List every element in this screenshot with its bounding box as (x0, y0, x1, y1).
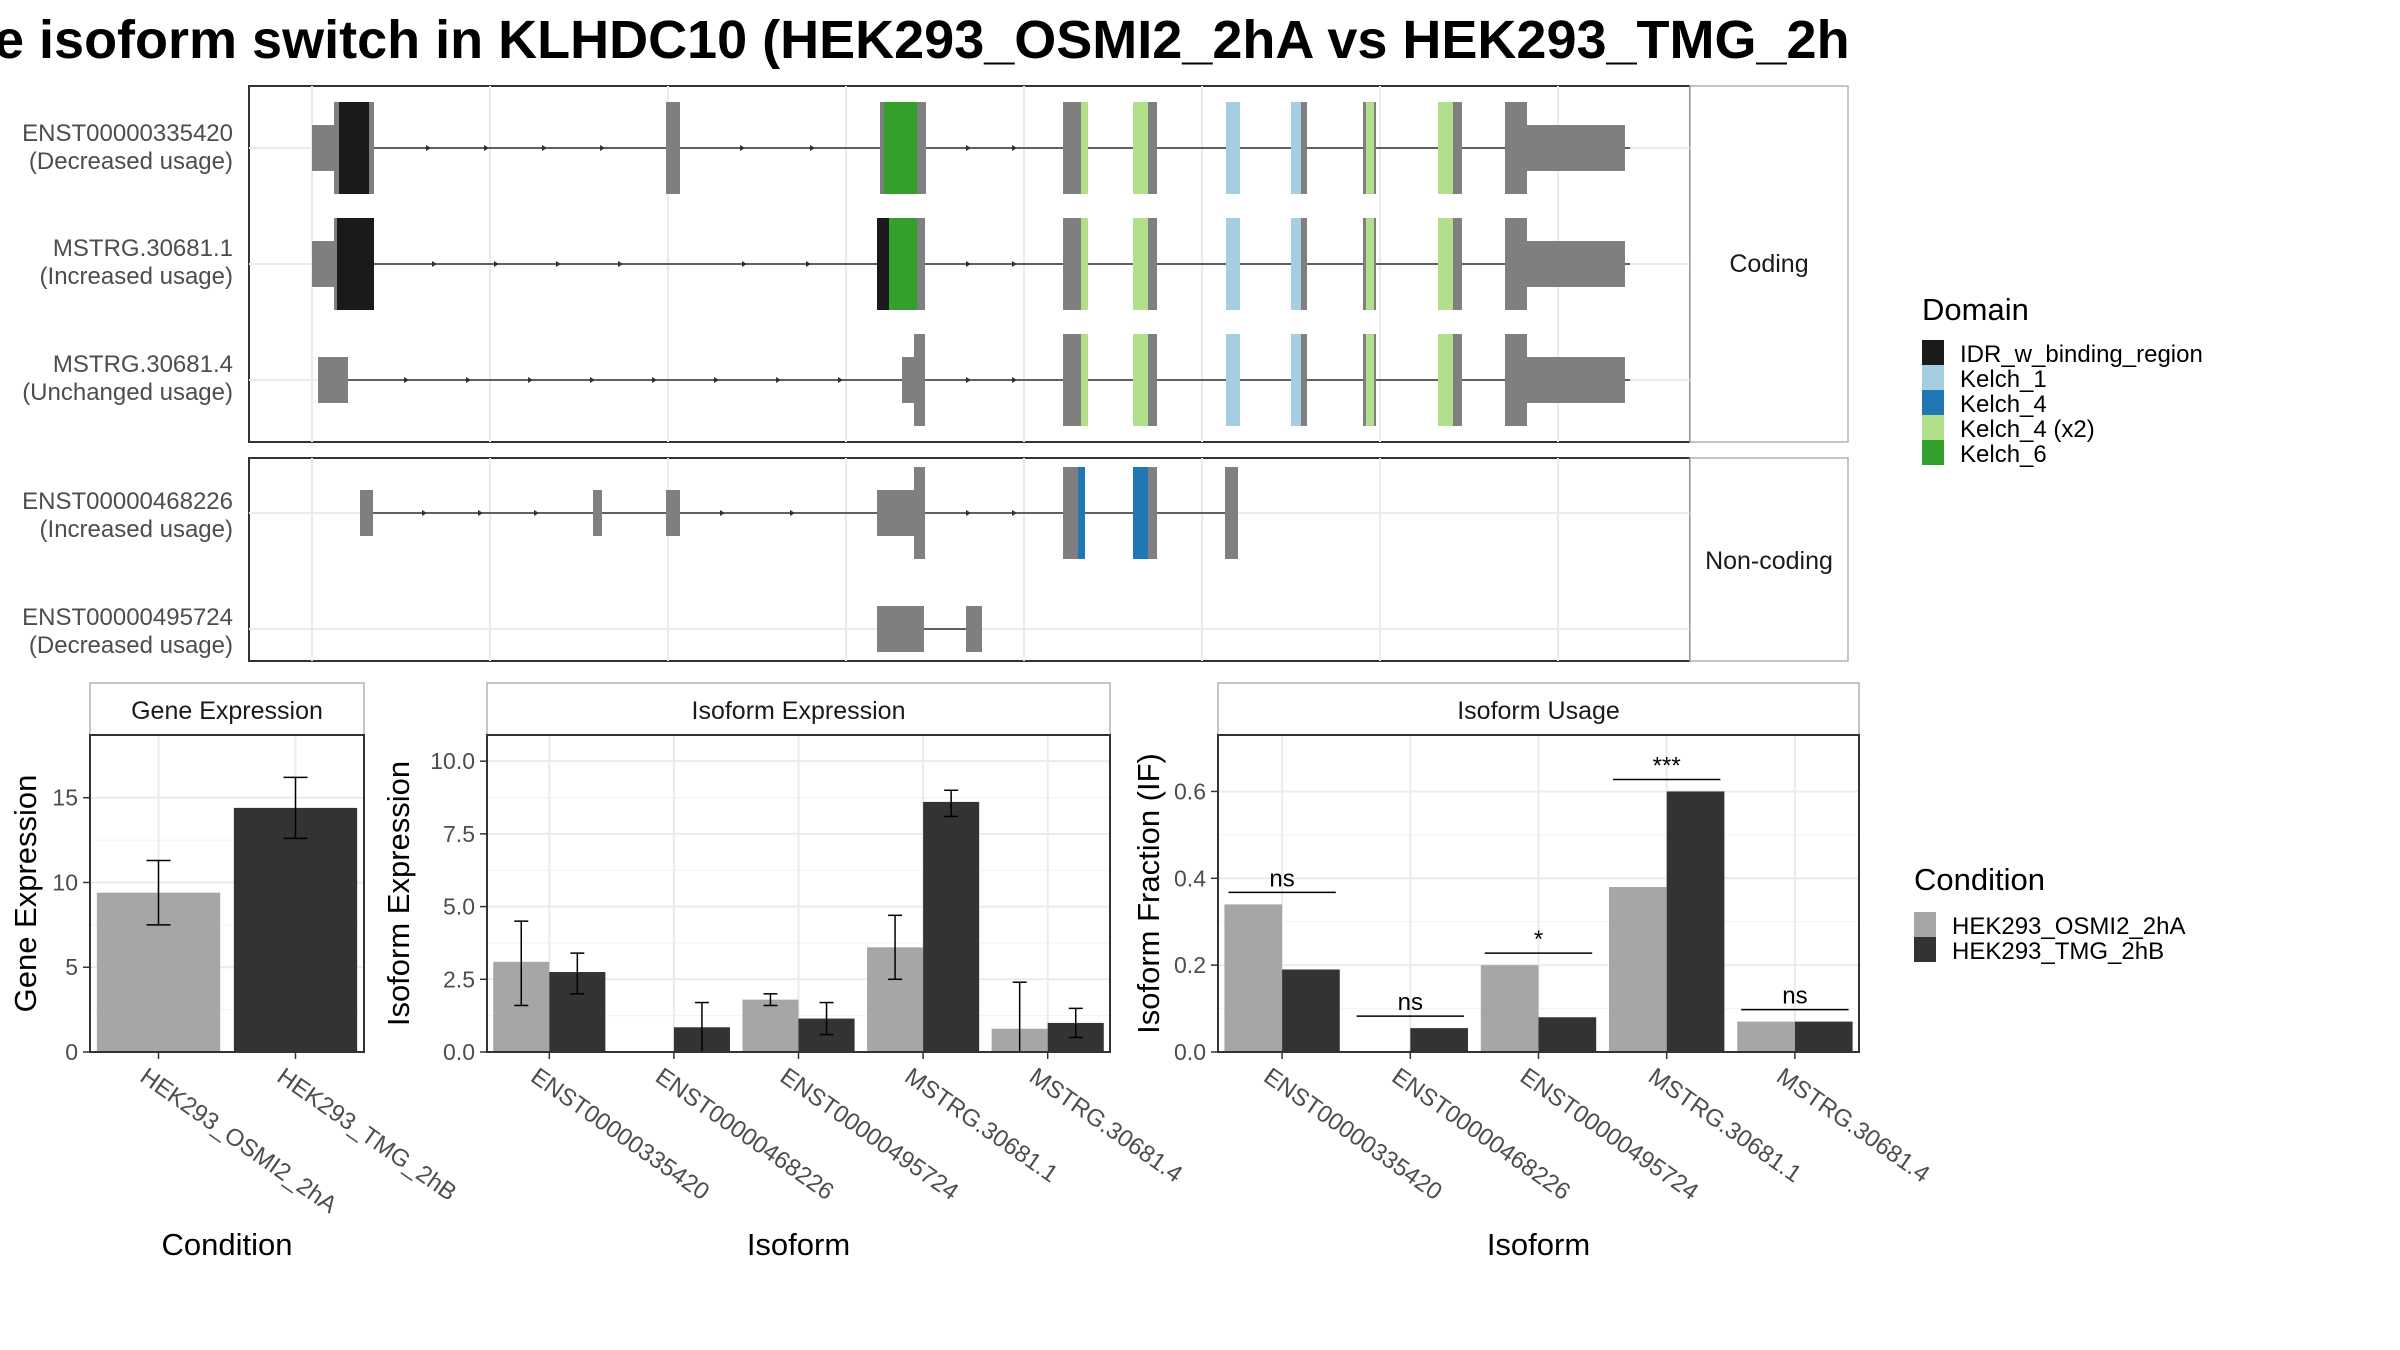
y-tick-label: 5 (65, 954, 78, 980)
significance-label: ns (1782, 983, 1807, 1010)
domain-legend-title: Domain (1922, 292, 2029, 327)
legend-label: IDR_w_binding_region (1960, 341, 2203, 368)
y-tick-label: 2.5 (443, 966, 475, 992)
transcript-labels: ENST00000335420 (Decreased usage) MSTRG.… (22, 120, 233, 659)
structure-panel-noncoding: Non-coding (248, 457, 1849, 662)
bar (1282, 969, 1340, 1052)
coding-strip-label: Coding (1729, 250, 1808, 278)
panel-frame (89, 734, 365, 1053)
significance-label: ns (1398, 989, 1423, 1016)
legend-label: Kelch_6 (1960, 441, 2047, 468)
transcript-usage: (Decreased usage) (29, 632, 233, 659)
y-tick-label: 5.0 (443, 894, 475, 920)
y-axis-title: Isoform Fraction (IF) (1131, 753, 1166, 1034)
bar (1794, 1021, 1853, 1052)
chart-strip-title: Isoform Expression (692, 697, 906, 725)
y-tick-label: 0.6 (1174, 778, 1206, 804)
transcript-usage: (Increased usage) (40, 263, 233, 290)
legend-label: HEK293_OSMI2_2hA (1952, 913, 2185, 940)
transcript-model-mstrg-30681-4 (318, 334, 1630, 426)
condition-legend: Condition HEK293_OSMI2_2hA HEK293_TMG_2h… (1914, 862, 2185, 965)
bar-charts: Gene Expression051015HEK293_OSMI2_2hAHEK… (8, 682, 1934, 1262)
bar (923, 801, 980, 1052)
transcript-name: MSTRG.30681.4 (53, 351, 233, 378)
chart-strip (89, 682, 365, 736)
legend-swatch (1922, 415, 1944, 440)
transcript-name: ENST00000335420 (22, 120, 233, 147)
y-tick-label: 0.4 (1174, 865, 1206, 891)
bar (1480, 965, 1539, 1052)
transcript-name: MSTRG.30681.1 (53, 235, 233, 262)
y-tick-label: 0.0 (1174, 1039, 1206, 1065)
y-axis-title: Gene Expression (8, 775, 43, 1013)
significance-label: * (1534, 926, 1543, 953)
y-tick-label: 0.2 (1174, 952, 1206, 978)
transcript-name: ENST00000468226 (22, 488, 233, 515)
y-tick-label: 15 (52, 785, 78, 811)
chart-isoform-expression: Isoform Expression0.02.55.07.510.0ENST00… (381, 682, 1187, 1262)
legend-label: Kelch_4 (1960, 391, 2047, 418)
transcript-model-mstrg-30681-1 (312, 218, 1630, 310)
chart-strip (486, 682, 1111, 736)
significance-label: ns (1269, 865, 1294, 892)
y-tick-label: 10 (52, 869, 78, 895)
condition-legend-title: Condition (1914, 862, 2045, 897)
y-tick-label: 10.0 (430, 748, 475, 774)
significance-label: *** (1653, 752, 1681, 779)
x-axis-title: Condition (162, 1227, 293, 1262)
chart-strip-title: Isoform Usage (1457, 697, 1620, 725)
legend-swatch (1922, 365, 1944, 390)
chart-isoform-usage: Isoform Usagensns****ns0.00.20.40.6ENST0… (1131, 682, 1934, 1262)
y-tick-label: 7.5 (443, 821, 475, 847)
legend-swatch (1922, 390, 1944, 415)
legend-swatch (1914, 937, 1936, 962)
legend-swatch (1914, 912, 1936, 937)
y-tick-label: 0 (65, 1039, 78, 1065)
noncoding-strip-label: Non-coding (1705, 547, 1833, 575)
bar (233, 807, 358, 1052)
bar (1609, 886, 1667, 1052)
bar (1666, 791, 1725, 1052)
transcript-models (312, 102, 1630, 652)
bar (742, 999, 799, 1052)
y-axis-title: Isoform Expression (381, 761, 416, 1026)
figure-title: e isoform switch in KLHDC10 (HEK293_OSMI… (0, 10, 1850, 70)
coding-strip (1689, 85, 1849, 443)
transcript-name: ENST00000495724 (22, 604, 233, 631)
bar (1538, 1017, 1597, 1052)
chart-strip-title: Gene Expression (131, 697, 323, 725)
transcript-usage: (Increased usage) (40, 516, 233, 543)
bar (1224, 904, 1283, 1052)
transcript-model-enst00000335420 (312, 102, 1630, 194)
legend-label: Kelch_4 (x2) (1960, 416, 2095, 443)
legend-swatch (1922, 340, 1944, 365)
x-axis-title: Isoform (747, 1227, 850, 1262)
legend-label: Kelch_1 (1960, 366, 2047, 393)
bar (1410, 1028, 1468, 1052)
x-axis-title: Isoform (1487, 1227, 1590, 1262)
transcript-usage: (Decreased usage) (29, 148, 233, 175)
y-tick-label: 0.0 (443, 1039, 475, 1065)
chart-strip (1217, 682, 1860, 736)
transcript-model-enst00000495724 (877, 606, 982, 652)
bar (1737, 1021, 1795, 1052)
domain-legend: Domain IDR_w_binding_region Kelch_1 Kelc… (1922, 292, 2203, 468)
legend-swatch (1922, 440, 1944, 465)
transcript-model-enst00000468226 (360, 467, 1238, 559)
transcript-usage: (Unchanged usage) (22, 379, 233, 406)
noncoding-strip (1689, 457, 1849, 662)
legend-label: HEK293_TMG_2hB (1952, 938, 2164, 965)
